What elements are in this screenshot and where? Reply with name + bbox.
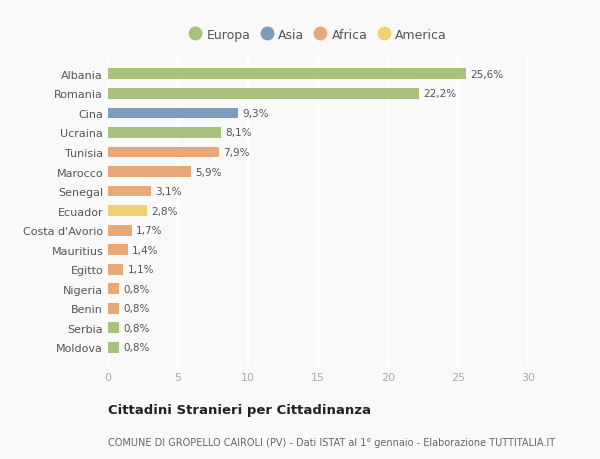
Bar	[108, 303, 119, 314]
Bar	[108, 225, 132, 236]
Bar	[108, 186, 151, 197]
Bar	[108, 147, 218, 158]
Bar	[108, 284, 119, 295]
Text: COMUNE DI GROPELLO CAIROLI (PV) - Dati ISTAT al 1° gennaio - Elaborazione TUTTIT: COMUNE DI GROPELLO CAIROLI (PV) - Dati I…	[108, 437, 555, 447]
Bar	[108, 89, 419, 100]
Bar	[108, 245, 128, 256]
Text: 0,8%: 0,8%	[124, 323, 150, 333]
Text: 7,9%: 7,9%	[223, 148, 250, 157]
Legend: Europa, Asia, Africa, America: Europa, Asia, Africa, America	[184, 24, 452, 47]
Bar	[108, 342, 119, 353]
Text: 1,1%: 1,1%	[128, 265, 154, 274]
Text: 5,9%: 5,9%	[195, 167, 221, 177]
Bar	[108, 69, 466, 80]
Text: 1,4%: 1,4%	[132, 245, 158, 255]
Text: 8,1%: 8,1%	[226, 128, 252, 138]
Bar	[108, 206, 147, 217]
Bar	[108, 128, 221, 139]
Text: 0,8%: 0,8%	[124, 284, 150, 294]
Bar	[108, 167, 191, 178]
Text: 9,3%: 9,3%	[242, 109, 269, 118]
Bar	[108, 323, 119, 334]
Bar	[108, 264, 124, 275]
Text: 0,8%: 0,8%	[124, 343, 150, 353]
Text: 2,8%: 2,8%	[151, 206, 178, 216]
Text: 0,8%: 0,8%	[124, 304, 150, 313]
Text: Cittadini Stranieri per Cittadinanza: Cittadini Stranieri per Cittadinanza	[108, 403, 371, 416]
Text: 3,1%: 3,1%	[155, 187, 182, 196]
Text: 22,2%: 22,2%	[423, 89, 456, 99]
Text: 1,7%: 1,7%	[136, 226, 163, 235]
Bar	[108, 108, 238, 119]
Text: 25,6%: 25,6%	[470, 70, 504, 79]
